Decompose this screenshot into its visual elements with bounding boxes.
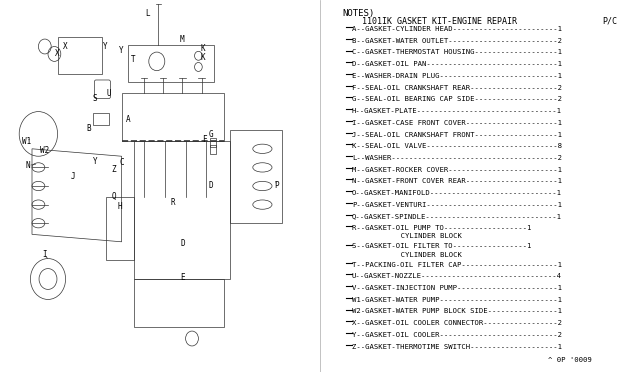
Text: U--GASKET-NOZZLE-------------------------------4: U--GASKET-NOZZLE------------------------… bbox=[352, 273, 562, 279]
Text: M--GASKET-ROCKER COVER-------------------------1: M--GASKET-ROCKER COVER------------------… bbox=[352, 167, 562, 173]
Text: G: G bbox=[208, 130, 213, 139]
Text: B: B bbox=[86, 124, 92, 133]
Text: I: I bbox=[42, 250, 47, 259]
Text: 1101IK GASKET KIT-ENGINE REPAIR: 1101IK GASKET KIT-ENGINE REPAIR bbox=[362, 17, 516, 26]
Bar bbox=[93, 113, 109, 125]
Text: E: E bbox=[180, 273, 185, 282]
Text: P--GASKET-VENTURI------------------------------1: P--GASKET-VENTURI-----------------------… bbox=[352, 202, 562, 208]
Text: U: U bbox=[106, 89, 111, 97]
Text: X--GASKET-OIL COOLER CONNECTOR-----------------2: X--GASKET-OIL COOLER CONNECTOR----------… bbox=[352, 320, 562, 326]
Text: ^ 0P '0009: ^ 0P '0009 bbox=[548, 357, 592, 363]
Text: W2: W2 bbox=[40, 146, 49, 155]
Text: C: C bbox=[119, 158, 124, 167]
Text: W2-GASKET-WATER PUMP BLOCK SIDE----------------1: W2-GASKET-WATER PUMP BLOCK SIDE---------… bbox=[352, 308, 562, 314]
Text: T: T bbox=[131, 55, 135, 64]
Text: CYLINDER BLOCK: CYLINDER BLOCK bbox=[370, 234, 461, 240]
Text: K: K bbox=[201, 53, 205, 62]
Text: N--GASKET-FRONT COVER REAR---------------------1: N--GASKET-FRONT COVER REAR--------------… bbox=[352, 178, 562, 185]
Text: D--GASKET-OIL PAN------------------------------1: D--GASKET-OIL PAN-----------------------… bbox=[352, 61, 562, 67]
Text: D: D bbox=[209, 181, 214, 190]
Text: M: M bbox=[179, 35, 184, 44]
Text: K: K bbox=[201, 44, 205, 53]
Text: P/C: P/C bbox=[603, 17, 618, 26]
Text: F: F bbox=[202, 135, 207, 144]
Text: X: X bbox=[63, 42, 68, 51]
Text: V--GASKET-INJECTION PUMP-----------------------1: V--GASKET-INJECTION PUMP----------------… bbox=[352, 285, 562, 291]
Text: G--SEAL-OIL BEARING CAP SIDE-------------------2: G--SEAL-OIL BEARING CAP SIDE------------… bbox=[352, 96, 562, 102]
Text: A--GASKET-CYLINDER HEAD------------------------1: A--GASKET-CYLINDER HEAD-----------------… bbox=[352, 26, 562, 32]
Text: W1-GASKET-WATER PUMP---------------------------1: W1-GASKET-WATER PUMP--------------------… bbox=[352, 297, 562, 303]
Text: C--GASKET-THERMOSTAT HOUSING-------------------1: C--GASKET-THERMOSTAT HOUSING------------… bbox=[352, 49, 562, 55]
Text: T--PACKING-OIL FILTER CAP----------------------1: T--PACKING-OIL FILTER CAP---------------… bbox=[352, 262, 562, 267]
Text: R: R bbox=[170, 198, 175, 207]
Text: Z--GASKET-THERMOTIME SWITCH--------------------1: Z--GASKET-THERMOTIME SWITCH-------------… bbox=[352, 344, 562, 350]
Text: Q--GASKET-SPINDLE------------------------------1: Q--GASKET-SPINDLE-----------------------… bbox=[352, 214, 562, 219]
Text: S: S bbox=[92, 94, 97, 103]
Text: NOTES): NOTES) bbox=[342, 9, 374, 18]
Text: R--GASKET-OIL PUMP TO-------------------1: R--GASKET-OIL PUMP TO-------------------… bbox=[352, 225, 531, 231]
Bar bbox=[210, 138, 216, 147]
Text: X: X bbox=[55, 49, 60, 58]
Text: O--GASKET-MANIFOLD-----------------------------1: O--GASKET-MANIFOLD----------------------… bbox=[352, 190, 562, 196]
Text: Z: Z bbox=[111, 165, 116, 174]
Text: Y: Y bbox=[93, 157, 98, 166]
Text: Y--GASKET-OIL COOLER---------------------------2: Y--GASKET-OIL COOLER--------------------… bbox=[352, 332, 562, 338]
Text: Y: Y bbox=[103, 42, 108, 51]
Text: CYLINDER BLOCK: CYLINDER BLOCK bbox=[370, 251, 461, 258]
Text: Q: Q bbox=[111, 192, 116, 201]
Text: D: D bbox=[180, 239, 185, 248]
Bar bbox=[210, 145, 216, 154]
Text: A: A bbox=[125, 115, 131, 124]
Text: I--GASKET-CASE FRONT COVER---------------------1: I--GASKET-CASE FRONT COVER--------------… bbox=[352, 120, 562, 126]
Text: J: J bbox=[70, 172, 76, 181]
Text: L--WASHER--------------------------------------2: L--WASHER-------------------------------… bbox=[352, 155, 562, 161]
Text: B--GASKET-WATER OUTLET-------------------------2: B--GASKET-WATER OUTLET------------------… bbox=[352, 38, 562, 44]
Text: W1: W1 bbox=[22, 137, 31, 146]
Text: J--SEAL-OIL CRANKSHAFT FRONT-------------------1: J--SEAL-OIL CRANKSHAFT FRONT------------… bbox=[352, 131, 562, 138]
Text: N: N bbox=[26, 161, 31, 170]
Text: E--WASHER-DRAIN PLUG---------------------------1: E--WASHER-DRAIN PLUG--------------------… bbox=[352, 73, 562, 79]
Text: H: H bbox=[117, 202, 122, 211]
Text: H--GASKET-PLATE--------------------------------1: H--GASKET-PLATE-------------------------… bbox=[352, 108, 562, 114]
Text: K--SEAL-OIL VALVE------------------------------8: K--SEAL-OIL VALVE-----------------------… bbox=[352, 143, 562, 149]
Text: P: P bbox=[275, 182, 279, 190]
Text: Y: Y bbox=[118, 46, 124, 55]
Text: S--GASKET-OIL FILTER TO-----------------1: S--GASKET-OIL FILTER TO-----------------… bbox=[352, 243, 531, 249]
Text: F--SEAL-OIL CRANKSHAFT REAR--------------------2: F--SEAL-OIL CRANKSHAFT REAR-------------… bbox=[352, 84, 562, 91]
Text: L: L bbox=[145, 9, 150, 17]
